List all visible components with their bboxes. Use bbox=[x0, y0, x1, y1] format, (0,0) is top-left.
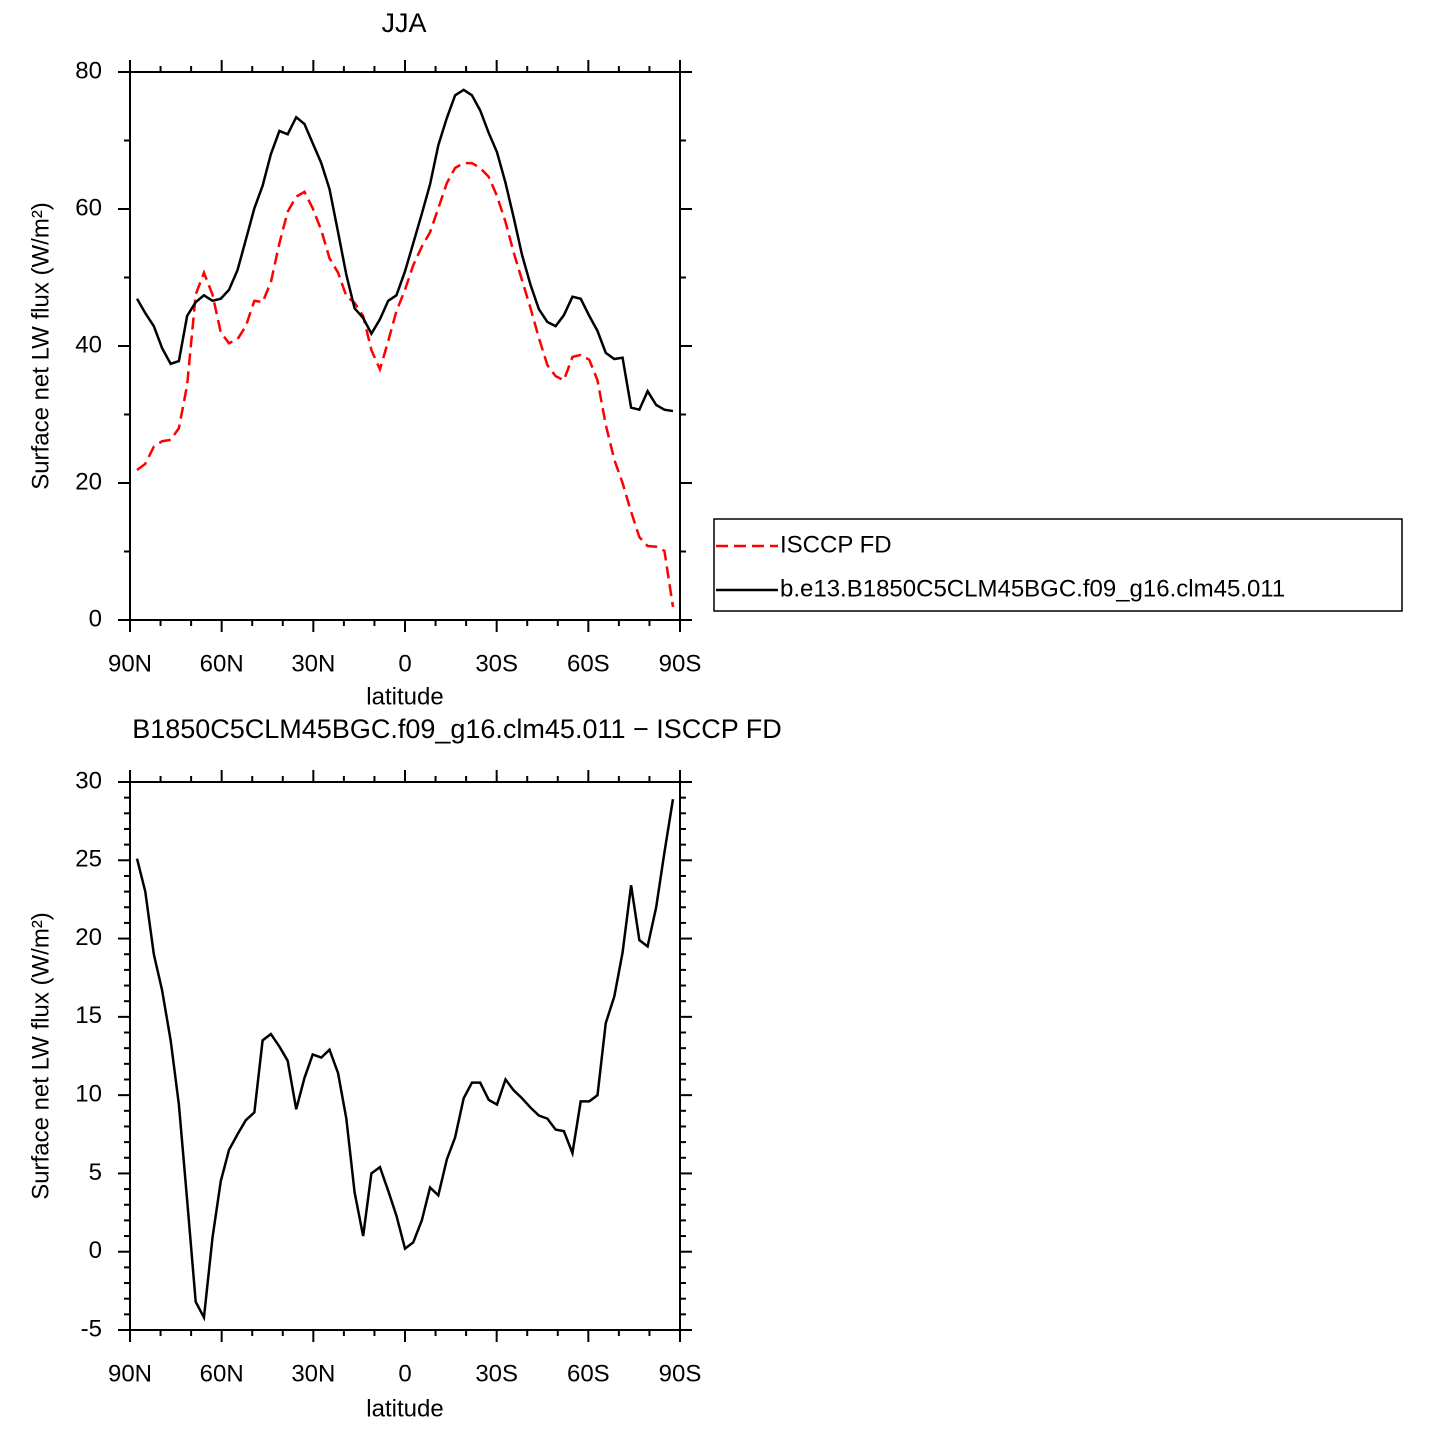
legend-label: ISCCP FD bbox=[780, 531, 892, 558]
data-line bbox=[135, 799, 675, 1322]
x-axis-label: latitude bbox=[366, 1395, 443, 1422]
y-axis-label: Surface net LW flux (W/m²) bbox=[27, 912, 54, 1200]
x-tick-label: 0 bbox=[398, 650, 411, 677]
y-tick-label: 5 bbox=[89, 1159, 102, 1186]
x-tick-label: 30S bbox=[475, 650, 518, 677]
y-tick-label: -5 bbox=[81, 1315, 102, 1342]
x-tick-label: 60N bbox=[200, 1360, 244, 1387]
y-axis-label: Surface net LW flux (W/m²) bbox=[27, 202, 54, 490]
y-tick-label: 30 bbox=[75, 767, 102, 794]
y-tick-label: 15 bbox=[75, 1002, 102, 1029]
chart-title: B1850C5CLM45BGC.f09_g16.clm45.011 − ISCC… bbox=[132, 714, 782, 744]
y-tick-label: 0 bbox=[89, 605, 102, 632]
y-tick-label: 20 bbox=[75, 468, 102, 495]
x-tick-label: 90S bbox=[659, 1360, 702, 1387]
y-tick-label: 60 bbox=[75, 194, 102, 221]
legend-box bbox=[713, 518, 1403, 612]
x-tick-label: 90N bbox=[108, 1360, 152, 1387]
x-tick-label: 30N bbox=[291, 650, 335, 677]
y-tick-label: 80 bbox=[75, 57, 102, 84]
x-axis-label: latitude bbox=[366, 683, 443, 710]
x-tick-label: 30S bbox=[475, 1360, 518, 1387]
x-tick-label: 90N bbox=[108, 650, 152, 677]
x-tick-label: 60S bbox=[567, 1360, 610, 1387]
y-tick-label: 25 bbox=[75, 846, 102, 873]
x-tick-label: 90S bbox=[659, 650, 702, 677]
y-tick-label: 40 bbox=[75, 331, 102, 358]
plot-frame bbox=[129, 71, 681, 621]
data-line bbox=[136, 161, 675, 608]
data-line bbox=[135, 88, 674, 413]
y-tick-label: 20 bbox=[75, 924, 102, 951]
y-tick-label: 0 bbox=[89, 1237, 102, 1264]
x-tick-label: 30N bbox=[291, 1360, 335, 1387]
legend-label: b.e13.B1850C5CLM45BGC.f09_g16.clm45.011 bbox=[780, 575, 1285, 602]
x-tick-label: 60S bbox=[567, 650, 610, 677]
chart-title: JJA bbox=[381, 8, 426, 38]
y-tick-label: 10 bbox=[75, 1080, 102, 1107]
x-tick-label: 0 bbox=[398, 1360, 411, 1387]
x-tick-label: 60N bbox=[200, 650, 244, 677]
